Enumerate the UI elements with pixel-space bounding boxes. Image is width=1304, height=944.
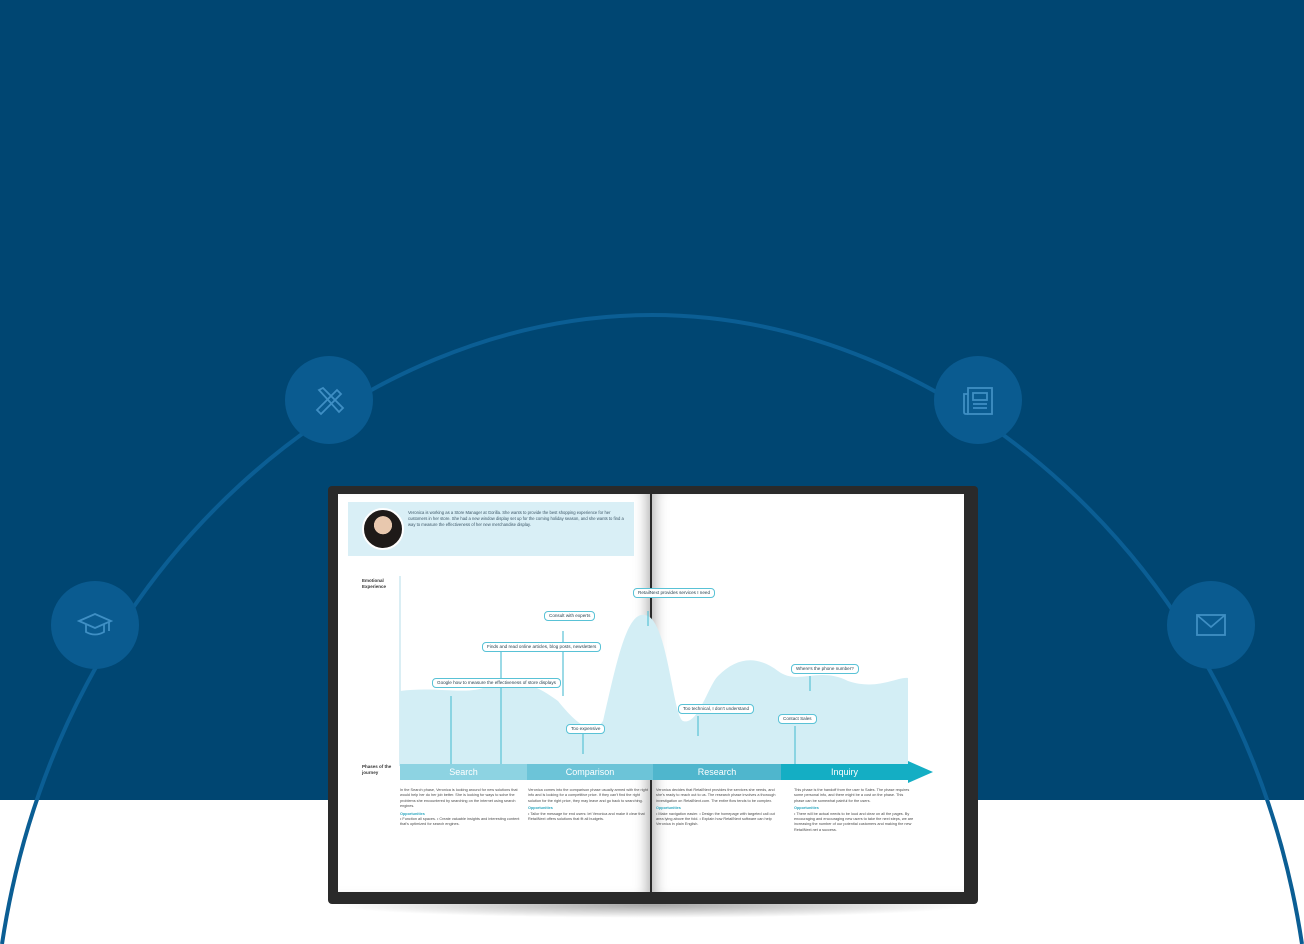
- journey-map-book: Veronica is working as a Store Manager a…: [328, 486, 978, 906]
- graduation-cap-icon: [51, 581, 139, 669]
- inquiry-body: This phase is the handoff from the user …: [794, 788, 910, 803]
- design-tools-icon: [285, 356, 373, 444]
- emotional-experience-label: Emotional Experience: [362, 578, 387, 589]
- research-items: • Make navigation easier. • Design the h…: [656, 811, 775, 827]
- search-column: In the Search phase, Veronica is looking…: [400, 788, 520, 828]
- search-items: • Function all spaces. • Create valuable…: [400, 817, 520, 827]
- bubble-articles: Finds and read online articles, blog pos…: [482, 642, 602, 652]
- phases-label: Phases of the journey: [362, 764, 392, 775]
- comparison-body: Veronica comes into the comparison phase…: [528, 788, 648, 803]
- research-column: Veronica decides that RetailNext provide…: [656, 788, 776, 828]
- inquiry-items: • There will be actual needs to be loud …: [794, 811, 914, 832]
- persona-description: Veronica is working as a Store Manager a…: [408, 510, 624, 527]
- inquiry-column: This phase is the handoff from the user …: [794, 788, 914, 833]
- research-opportunities-label: Opportunities: [656, 806, 681, 811]
- bubble-experts: Consult with experts: [544, 611, 596, 621]
- newspaper-icon: [934, 356, 1022, 444]
- phase-inquiry: Inquiry: [781, 764, 908, 780]
- search-opportunities-label: Opportunities: [400, 811, 425, 816]
- emotion-curve: [399, 576, 933, 783]
- research-body: Veronica decides that RetailNext provide…: [656, 788, 776, 803]
- search-body: In the Search phase, Veronica is looking…: [400, 788, 518, 809]
- persona-avatar: [362, 508, 404, 550]
- bubble-services: RetailNext provides services I need: [633, 588, 716, 598]
- phase-search: Search: [400, 764, 527, 780]
- comparison-column: Veronica comes into the comparison phase…: [528, 788, 648, 822]
- bubble-google: Google how to measure the effectiveness …: [432, 678, 561, 688]
- bubble-technical: Too technical, I don't understand: [678, 704, 754, 714]
- inquiry-opportunities-label: Opportunities: [794, 806, 819, 811]
- bubble-contact-sales: Contact Sales: [778, 714, 817, 724]
- comparison-opportunities-label: Opportunities: [528, 806, 553, 811]
- bubble-phone-number: Where's the phone number?: [791, 664, 859, 674]
- comparison-items: • Tailor the message for end users: let …: [528, 811, 645, 822]
- phase-research: Research: [653, 764, 781, 780]
- phase-comparison: Comparison: [527, 764, 653, 780]
- bubble-expensive: Too expensive: [566, 724, 606, 734]
- envelope-icon: [1167, 581, 1255, 669]
